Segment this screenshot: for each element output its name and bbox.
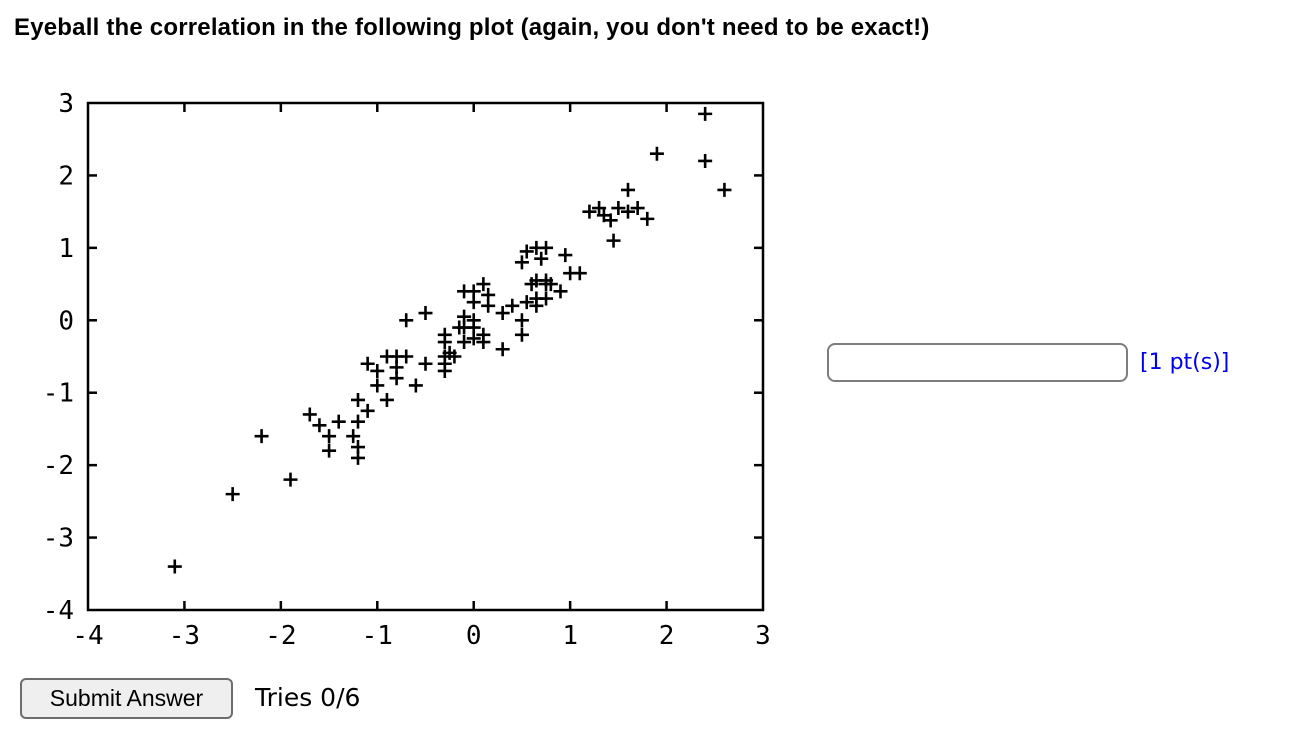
data-point-marker <box>254 429 269 444</box>
x-tick-label: 3 <box>755 621 771 651</box>
y-tick-label: 3 <box>58 89 74 119</box>
data-point-marker <box>514 327 529 342</box>
x-tick-label: -2 <box>265 621 296 651</box>
data-point-marker <box>529 298 544 313</box>
data-point-marker <box>447 349 462 364</box>
data-point-marker <box>331 414 346 429</box>
data-point-marker <box>606 233 621 248</box>
data-point-marker <box>640 211 655 226</box>
data-point-marker <box>379 392 394 407</box>
data-point-marker <box>437 327 452 342</box>
data-point-marker <box>505 298 520 313</box>
y-tick-label: 0 <box>58 306 74 336</box>
data-point-marker <box>370 363 385 378</box>
answer-input[interactable] <box>827 343 1128 382</box>
data-point-marker <box>698 106 713 121</box>
data-point-marker <box>466 313 481 328</box>
data-point-marker <box>351 450 365 465</box>
data-point-marker <box>399 313 414 328</box>
data-point-marker <box>370 378 385 393</box>
data-point-marker <box>283 472 298 487</box>
x-tick-label: 2 <box>659 621 675 651</box>
data-point-marker <box>360 403 375 418</box>
data-point-marker <box>167 559 182 574</box>
data-point-marker <box>553 284 568 299</box>
data-point-marker <box>302 407 317 422</box>
data-point-marker <box>346 429 361 444</box>
data-point-marker <box>495 306 510 321</box>
page-title: Eyeball the correlation in the following… <box>14 14 930 41</box>
y-tick-label: 1 <box>58 234 74 264</box>
data-point-marker <box>534 251 549 266</box>
data-point-marker <box>558 248 573 263</box>
data-point-marker <box>360 356 375 371</box>
data-point-marker <box>466 295 481 310</box>
data-point-marker <box>457 309 472 324</box>
data-point-marker <box>322 443 337 458</box>
data-point-marker <box>481 298 496 313</box>
data-point-marker <box>418 306 433 321</box>
data-point-marker <box>351 392 365 407</box>
data-point-marker <box>389 360 404 375</box>
data-point-marker <box>649 146 664 161</box>
data-point-marker <box>457 335 472 350</box>
data-point-marker <box>399 349 414 364</box>
x-tick-label: -3 <box>169 621 200 651</box>
data-point-marker <box>519 244 534 259</box>
data-point-marker <box>476 277 491 292</box>
data-point-marker <box>418 356 433 371</box>
y-tick-label: 2 <box>58 161 74 191</box>
x-tick-label: 1 <box>562 621 578 651</box>
scatter-plot: -4 -3 -2 -1 0 1 2 3 -4 -3 -2 -1 0 1 2 3 <box>43 89 771 651</box>
y-tick-label: -4 <box>43 596 74 626</box>
data-point-marker <box>621 204 635 219</box>
data-point-marker <box>592 201 607 216</box>
submit-answer-button[interactable]: Submit Answer <box>20 678 233 719</box>
data-point-marker <box>514 313 529 328</box>
data-point-marker <box>322 429 337 444</box>
data-point-marker <box>312 418 327 433</box>
data-point-marker <box>225 487 240 502</box>
data-point-marker <box>539 291 554 306</box>
data-point-marker <box>717 182 732 197</box>
data-point-marker <box>476 335 491 350</box>
data-point-marker <box>539 240 554 255</box>
data-point-marker <box>408 378 423 393</box>
data-point-marker <box>519 295 534 310</box>
points-label: [1 pt(s)] <box>1140 350 1230 375</box>
data-point-marker <box>351 414 365 429</box>
tries-counter: Tries 0/6 <box>255 683 361 712</box>
data-point-marker <box>698 153 713 168</box>
x-tick-label: -4 <box>72 621 103 651</box>
plot-border <box>86 101 765 612</box>
data-point-marker <box>495 342 510 357</box>
scatter-plot-container: -4 -3 -2 -1 0 1 2 3 -4 -3 -2 -1 0 1 2 3 <box>0 80 800 660</box>
data-point-marker <box>572 266 587 281</box>
x-tick-label: -1 <box>362 621 393 651</box>
x-tick-label: 0 <box>466 621 482 651</box>
y-tick-label: -1 <box>43 379 74 409</box>
data-point-marker <box>603 213 618 228</box>
y-tick-label: -2 <box>43 451 74 481</box>
data-point-marker <box>514 255 529 270</box>
y-tick-label: -3 <box>43 524 74 554</box>
data-point-marker <box>611 201 626 216</box>
data-point-marker <box>621 182 635 197</box>
data-point-marker <box>539 273 554 288</box>
data-point-marker <box>630 201 645 216</box>
data-point-marker <box>582 204 597 219</box>
